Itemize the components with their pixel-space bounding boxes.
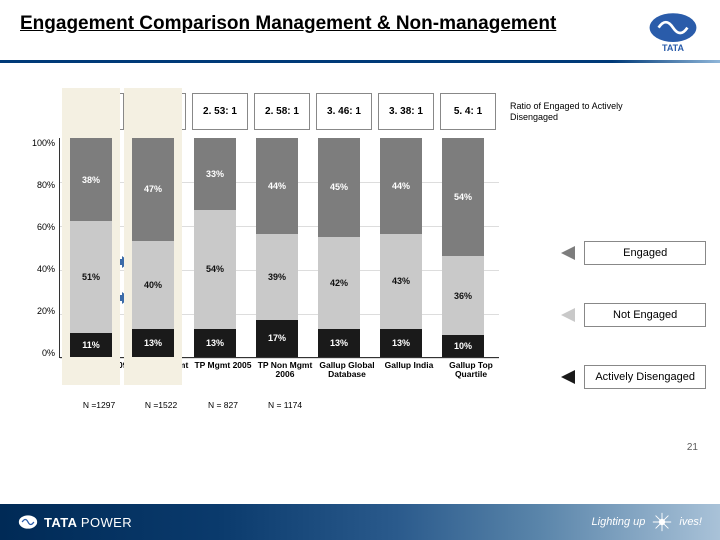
brand-power: POWER	[81, 515, 132, 530]
y-tick: 0%	[32, 348, 55, 358]
page-number: 21	[687, 442, 698, 453]
bar-column: 44%43%13%	[370, 138, 432, 357]
bar-segment: 47%	[132, 138, 174, 241]
bar-segment: 38%	[70, 138, 112, 221]
n-cell	[440, 400, 502, 410]
tata-logo-icon: TATA	[646, 12, 700, 54]
x-label: Gallup India	[378, 361, 440, 380]
legend-arrow-icon	[561, 246, 575, 260]
stacked-bar-chart: 38%51%11%47%40%13%33%54%13%44%39%17%45%4…	[59, 138, 499, 358]
footer-tagline: Lighting up ives!	[592, 511, 702, 533]
bar-segment: 45%	[318, 138, 360, 237]
bar-column: 38%51%11%	[60, 138, 122, 357]
y-tick: 60%	[32, 222, 55, 232]
sample-size-row: N =1297N =1522N = 827N = 1174	[68, 400, 708, 410]
bar-segment: 10%	[442, 335, 484, 357]
bar-segment: 44%	[380, 138, 422, 234]
chart-content: 3. 45 : 13. 62: 12. 53: 12. 58: 13. 46: …	[0, 63, 720, 493]
bar-segment: 11%	[70, 333, 112, 357]
ratio-cell: 2. 53: 1	[192, 93, 248, 130]
x-label: Gallup Top Quartile	[440, 361, 502, 380]
n-cell	[316, 400, 378, 410]
bar-segment: 13%	[132, 329, 174, 357]
ratio-cell: 3. 38: 1	[378, 93, 434, 130]
bar-column: 47%40%13%	[122, 138, 184, 357]
y-tick: 40%	[32, 264, 55, 274]
y-tick: 100%	[32, 138, 55, 148]
n-cell: N =1297	[68, 400, 130, 410]
bar-column: 45%42%13%	[308, 138, 370, 357]
tagline-text-2: ives!	[679, 516, 702, 528]
bar-segment: 42%	[318, 237, 360, 329]
bar-segment: 43%	[380, 234, 422, 328]
x-label: TP Non Mgmt 2006	[254, 361, 316, 380]
bar-segment: 51%	[70, 221, 112, 333]
ratio-cell: 5. 4: 1	[440, 93, 496, 130]
ratio-caption: Ratio of Engaged to Actively Disengaged	[510, 101, 630, 123]
bar-segment: 13%	[380, 329, 422, 357]
legend: Engaged Not Engaged Actively Disengaged	[584, 241, 706, 389]
legend-arrow-icon	[561, 370, 575, 384]
y-tick: 20%	[32, 306, 55, 316]
ratio-cell: 3. 46: 1	[316, 93, 372, 130]
n-cell: N = 827	[192, 400, 254, 410]
n-cell: N = 1174	[254, 400, 316, 410]
header: Engagement Comparison Management & Non-m…	[0, 0, 720, 58]
tata-logo-small-icon	[18, 514, 38, 530]
n-cell: N =1522	[130, 400, 192, 410]
legend-item: Not Engaged	[584, 303, 706, 327]
y-tick: 80%	[32, 180, 55, 190]
footer-brand-text: TATA POWER	[44, 515, 132, 530]
bar-segment: 40%	[132, 241, 174, 329]
bar-segment: 33%	[194, 138, 236, 210]
bar-segment: 13%	[194, 329, 236, 357]
bar-column: 54%36%10%	[432, 138, 494, 357]
page-title: Engagement Comparison Management & Non-m…	[20, 12, 556, 36]
x-label: Gallup Global Database	[316, 361, 378, 380]
footer-brand-block: TATA POWER	[18, 514, 132, 530]
bar-segment: 17%	[256, 320, 298, 357]
bar-segment: 54%	[442, 138, 484, 256]
bar-segment: 39%	[256, 234, 298, 319]
svg-text:TATA: TATA	[662, 43, 684, 53]
bar-segment: 44%	[256, 138, 298, 234]
tagline-text-1: Lighting up	[592, 516, 646, 528]
legend-arrow-icon	[561, 308, 575, 322]
x-label: TP Mgmt 2005	[192, 361, 254, 380]
bar-segment: 36%	[442, 256, 484, 335]
bar-column: 33%54%13%	[184, 138, 246, 357]
legend-item: Actively Disengaged	[584, 365, 706, 389]
y-axis: 100% 80% 60% 40% 20% 0%	[32, 138, 59, 358]
bar-column: 44%39%17%	[246, 138, 308, 357]
n-cell	[378, 400, 440, 410]
ratio-cell: 2. 58: 1	[254, 93, 310, 130]
bar-segment: 54%	[194, 210, 236, 328]
footer: TATA POWER Lighting up ives!	[0, 504, 720, 540]
brand-tata: TATA	[44, 515, 77, 530]
bar-segment: 13%	[318, 329, 360, 357]
spark-icon	[651, 511, 673, 533]
legend-item: Engaged	[584, 241, 706, 265]
